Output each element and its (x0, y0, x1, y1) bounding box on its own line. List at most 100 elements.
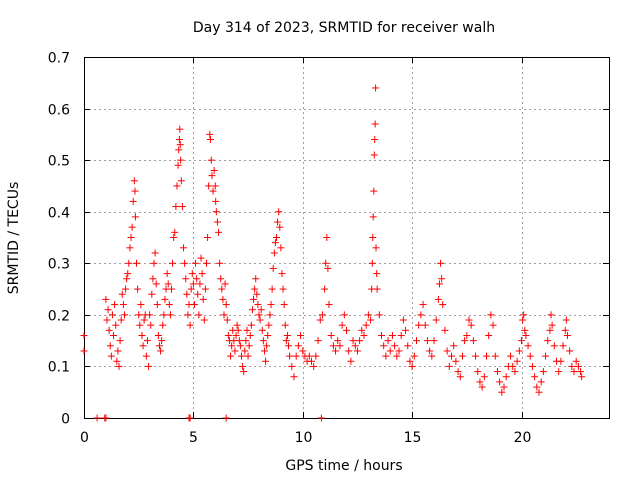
data-point (547, 311, 555, 319)
data-point (286, 352, 294, 360)
data-point (228, 342, 236, 350)
data-point (174, 161, 182, 169)
data-point (145, 362, 153, 370)
data-point (528, 362, 536, 370)
data-point (148, 290, 156, 298)
data-point (380, 342, 388, 350)
data-point (242, 337, 250, 345)
data-point (273, 234, 280, 241)
x-tick-label: 15 (404, 430, 422, 446)
data-point (231, 347, 239, 355)
data-point (102, 295, 110, 303)
data-point (107, 352, 115, 360)
data-point (450, 342, 458, 350)
data-point (221, 280, 229, 288)
data-point (292, 352, 300, 360)
data-point (314, 337, 322, 345)
data-point (430, 337, 438, 345)
data-point (487, 311, 495, 319)
data-point (240, 368, 248, 376)
data-point (206, 130, 214, 138)
data-point (325, 301, 333, 309)
data-point (550, 342, 558, 350)
data-point (218, 285, 226, 293)
data-point (373, 270, 381, 278)
data-point (572, 357, 580, 365)
data-point (432, 316, 440, 324)
data-point (196, 280, 204, 288)
data-point (399, 316, 407, 324)
axis-ticks (84, 57, 609, 419)
data-point (395, 347, 403, 355)
data-point (142, 352, 150, 360)
data-point (323, 234, 331, 241)
data-point (519, 316, 527, 324)
data-point (258, 326, 266, 334)
data-point (182, 275, 190, 283)
y-tick-label: 0.3 (48, 257, 70, 273)
plot-frame (84, 57, 610, 419)
data-point (160, 311, 168, 319)
data-point (140, 316, 148, 324)
data-point (294, 342, 302, 350)
data-point (170, 234, 178, 241)
grid-lines (84, 57, 609, 418)
x-tick-label: 0 (80, 430, 89, 446)
data-point (406, 357, 414, 365)
data-point (149, 275, 157, 283)
data-point (146, 311, 154, 319)
data-point (227, 352, 235, 360)
data-point (351, 342, 359, 350)
data-point (382, 352, 390, 360)
data-point (276, 223, 284, 231)
data-point (271, 239, 279, 247)
data-point (437, 259, 445, 267)
data-point (241, 347, 249, 355)
data-point (201, 285, 209, 293)
data-point (305, 352, 313, 360)
data-point (368, 259, 376, 267)
data-point (154, 331, 162, 339)
y-tick-label: 0.2 (48, 309, 70, 325)
data-point (415, 321, 423, 329)
data-point (370, 187, 378, 195)
data-point (353, 347, 361, 355)
x-tick-label: 10 (295, 430, 313, 446)
data-point (263, 342, 271, 350)
data-point (254, 301, 262, 309)
data-point (243, 326, 251, 334)
y-tick-label: 0 (61, 412, 70, 428)
data-point (181, 259, 189, 267)
data-point (127, 234, 135, 241)
data-point (128, 223, 136, 231)
data-point (458, 352, 466, 360)
data-point (463, 331, 471, 339)
data-point (518, 337, 525, 345)
data-point (197, 254, 205, 262)
data-point (180, 244, 188, 252)
data-point (158, 337, 166, 345)
data-point (370, 151, 378, 159)
data-point (322, 259, 330, 267)
data-point (147, 321, 155, 329)
y-tick-label: 0.7 (48, 51, 70, 67)
data-point (502, 373, 510, 381)
data-point (555, 368, 563, 376)
data-point (282, 337, 290, 345)
data-point (316, 316, 324, 324)
data-point (327, 331, 335, 339)
chart-title: Day 314 of 2023, SRMTID for receiver wal… (193, 20, 495, 36)
x-axis-label: GPS time / hours (285, 458, 402, 474)
data-point (223, 316, 231, 324)
data-point (211, 182, 219, 190)
data-point (188, 270, 196, 278)
data-point (557, 357, 565, 365)
data-point (159, 321, 167, 329)
data-point (207, 156, 215, 164)
data-point (515, 347, 523, 355)
data-point (136, 321, 144, 329)
data-point (329, 342, 337, 350)
data-point (491, 352, 499, 360)
data-point (255, 311, 263, 319)
data-point (157, 347, 165, 355)
